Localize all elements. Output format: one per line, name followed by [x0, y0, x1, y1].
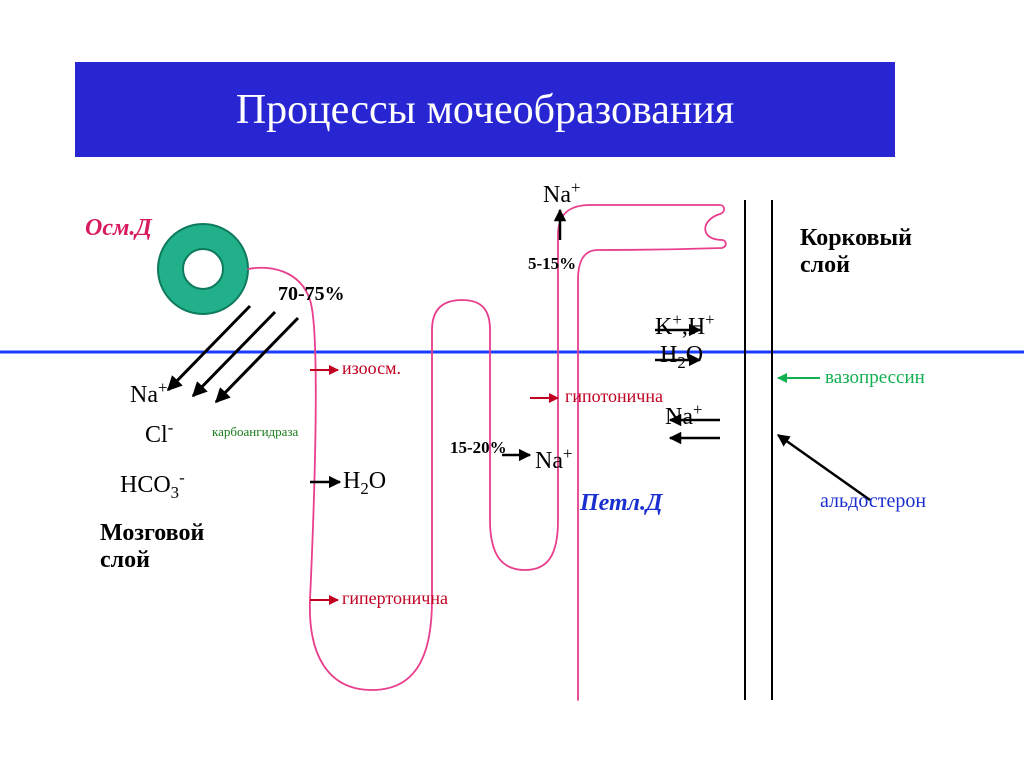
label-loop-15-20: 15-20% — [450, 438, 507, 458]
label-na-asc: Na+ — [535, 444, 572, 475]
label-medulla: Мозговойслой — [100, 520, 204, 574]
label-dt-5-15: 5-15% — [528, 254, 576, 274]
pt-arrow-1 — [168, 306, 250, 390]
label-h2o-desc: H2O — [343, 468, 386, 499]
label-na-pct: Na+ — [130, 378, 167, 409]
label-k-h: K+,H+ — [655, 310, 715, 341]
diagram-stage: Процессы мочеобразования Осм.Д 70-75% Na+ C… — [0, 0, 1024, 768]
title-text: Процессы мочеобразования — [236, 86, 734, 134]
label-na-cd: Na+ — [665, 400, 702, 431]
label-h2o-cd: H2O — [660, 342, 703, 373]
label-cl-pct: Cl- — [145, 418, 173, 449]
label-osm-d: Осм.Д — [85, 215, 152, 242]
label-loop-d: Петл.Д — [580, 490, 662, 517]
label-cortex: Корковыйслой — [800, 225, 912, 279]
label-na-top: Na+ — [543, 178, 580, 209]
label-vasopressin: вазопрессин — [825, 367, 925, 389]
title-banner: Процессы мочеобразования — [75, 62, 895, 157]
pt-arrow-3 — [216, 318, 298, 402]
label-aldosterone: альдостерон — [820, 490, 926, 513]
label-hco3: HCO3- — [120, 468, 185, 503]
label-isoosm: изоосм. — [342, 358, 401, 379]
label-pct-70-75: 70-75% — [278, 283, 345, 306]
label-hypoton: гипотонична — [565, 386, 663, 407]
pt-arrow-2 — [193, 312, 275, 396]
label-carboanhydrase: карбоангидраза — [212, 424, 298, 440]
label-hyperton: гипертонична — [342, 588, 448, 609]
